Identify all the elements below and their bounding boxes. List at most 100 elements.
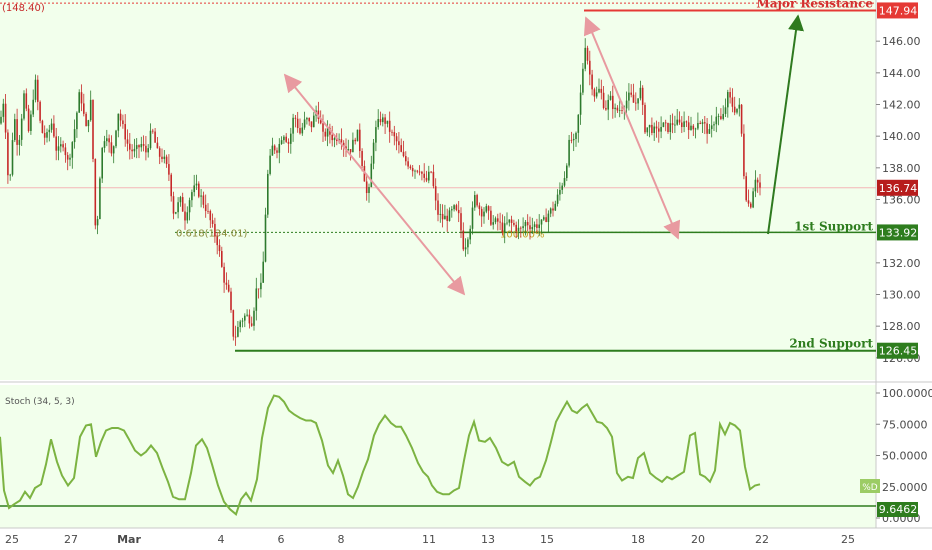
candle-body: [230, 291, 232, 311]
candle-body: [418, 171, 421, 173]
candle-body: [34, 79, 37, 100]
candle-body: [444, 215, 446, 220]
price-tag-text: 126.45: [879, 345, 918, 358]
candle-body: [520, 227, 522, 229]
candle-body: [494, 218, 497, 223]
candle-body: [662, 122, 665, 127]
candle-body: [501, 222, 504, 233]
candle-body: [635, 102, 637, 104]
candle-body: [411, 168, 414, 172]
candle-body: [181, 197, 184, 212]
price-tick-label: 128.00: [882, 320, 921, 333]
candle-body: [687, 122, 690, 130]
candle-body: [740, 104, 743, 134]
candle-body: [359, 129, 361, 152]
candle-body: [179, 197, 182, 203]
stoch-tick-label: 50.0000: [882, 450, 928, 463]
candle-body: [538, 224, 540, 228]
candle-body: [124, 124, 126, 140]
candle-body: [697, 122, 699, 129]
candle-body: [570, 139, 573, 141]
candle-body: [163, 156, 166, 159]
candle-body: [255, 288, 258, 311]
candle-body: [540, 219, 543, 225]
candle-body: [699, 122, 701, 125]
candle-body: [126, 139, 129, 144]
candle-body: [582, 68, 584, 93]
candle-body: [423, 173, 425, 178]
candle-body: [172, 196, 175, 214]
candle-body: [457, 209, 460, 214]
candle-body: [30, 114, 32, 131]
candle-body: [752, 191, 754, 208]
candle-body: [683, 121, 685, 128]
candle-body: [322, 123, 324, 132]
candle-body: [602, 92, 605, 108]
candle-body: [257, 288, 260, 290]
candle-body: [60, 144, 62, 147]
price-tag: [877, 342, 918, 359]
candle-body: [37, 79, 39, 102]
candle-body: [448, 210, 451, 221]
candle-body: [331, 134, 333, 141]
right-axis-background: [876, 0, 932, 528]
candle-body: [510, 219, 513, 223]
candle-body: [66, 155, 69, 160]
candle-body: [89, 99, 92, 121]
stoch-indicator-label: Stoch (34, 5, 3): [5, 397, 75, 407]
candle-body: [441, 213, 444, 220]
candle-body: [738, 104, 741, 109]
candle-body: [621, 110, 623, 111]
candle-body: [177, 202, 179, 213]
candle-body: [122, 120, 124, 125]
candle-body: [133, 148, 136, 152]
candle-body: [108, 138, 110, 143]
candle-body: [566, 165, 568, 179]
candle-body: [480, 208, 483, 217]
candle-body: [299, 128, 301, 134]
candle-body: [23, 93, 25, 119]
candle-body: [103, 141, 106, 148]
candle-body: [515, 224, 517, 231]
candle-body: [73, 129, 76, 143]
candle-body: [483, 211, 485, 217]
candle-body: [710, 125, 713, 130]
candle-body: [260, 282, 262, 290]
stoch-series-badge: [860, 479, 880, 493]
candle-body: [62, 144, 64, 148]
stoch-pane-background: [0, 385, 876, 528]
candle-body: [393, 132, 396, 137]
candle-body: [736, 108, 738, 113]
candle-body: [584, 47, 586, 69]
top-dotted-label: (148.40): [2, 3, 45, 14]
candle-body: [543, 217, 545, 220]
candle-body: [400, 145, 402, 152]
candle-body: [200, 195, 202, 197]
candle-body: [117, 113, 120, 131]
candle-body: [676, 119, 678, 125]
candle-body: [92, 99, 94, 160]
candle-body: [704, 122, 706, 124]
candle-body: [678, 119, 681, 123]
candle-body: [147, 148, 149, 153]
candle-body: [646, 127, 649, 133]
candle-body: [598, 88, 600, 93]
candle-body: [517, 227, 520, 231]
candle-body: [414, 170, 416, 172]
candle-body: [168, 164, 170, 175]
candle-body: [53, 123, 55, 137]
candle-body: [239, 321, 241, 327]
candle-body: [715, 116, 718, 125]
candle-body: [653, 126, 655, 133]
candle-body: [439, 213, 442, 215]
candle-body: [25, 93, 28, 109]
candle-body: [156, 142, 159, 149]
candle-body: [4, 103, 7, 133]
time-axis: 25 27 Mar 4 6 8 11 13 15 18 20 22 25: [5, 533, 855, 546]
candle-body: [460, 213, 462, 231]
candle-body: [347, 149, 350, 150]
candle-body: [273, 145, 276, 151]
candle-body: [138, 145, 140, 148]
price-tick-label: 146.00: [882, 35, 921, 48]
